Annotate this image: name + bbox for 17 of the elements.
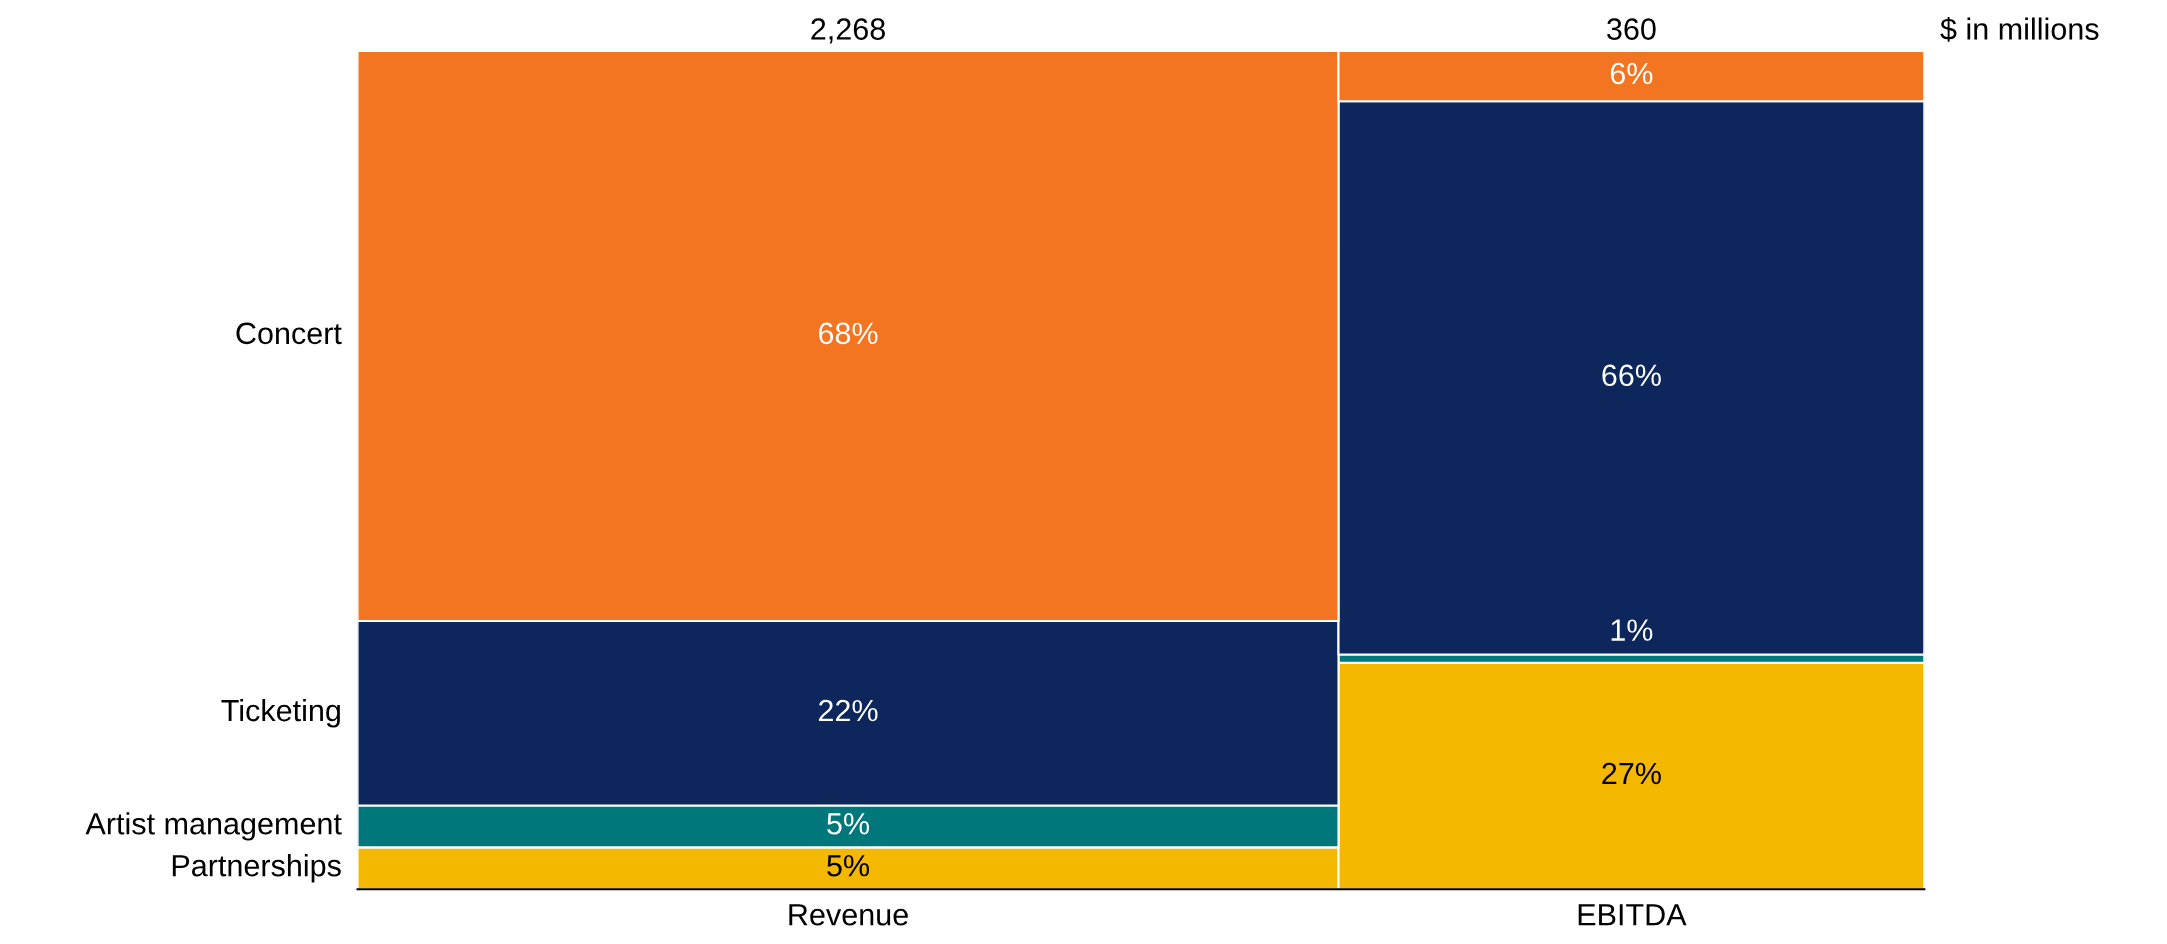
x-tick-label: EBITDA [1578, 904, 1687, 926]
data-label: 5% [827, 854, 870, 877]
series-label: Ticketing [221, 698, 340, 728]
annotation: 360 [1607, 18, 1656, 40]
annotation: 2,268 [811, 18, 885, 44]
text: $ in millions [1940, 16, 2099, 42]
data-label: 5% [827, 813, 870, 835]
x-tick-label: Revenue [789, 904, 908, 926]
series-label: Partnerships [172, 854, 341, 883]
series-label: Concert [236, 322, 342, 345]
data-label: 1% [1611, 619, 1653, 641]
data-label: 68% [819, 322, 878, 345]
data-label: 27% [1602, 762, 1661, 785]
data-label: 66% [1602, 364, 1661, 387]
series-label: Artist management [85, 812, 342, 841]
data-label: 22% [818, 699, 878, 722]
data-label: 6% [1610, 62, 1653, 85]
